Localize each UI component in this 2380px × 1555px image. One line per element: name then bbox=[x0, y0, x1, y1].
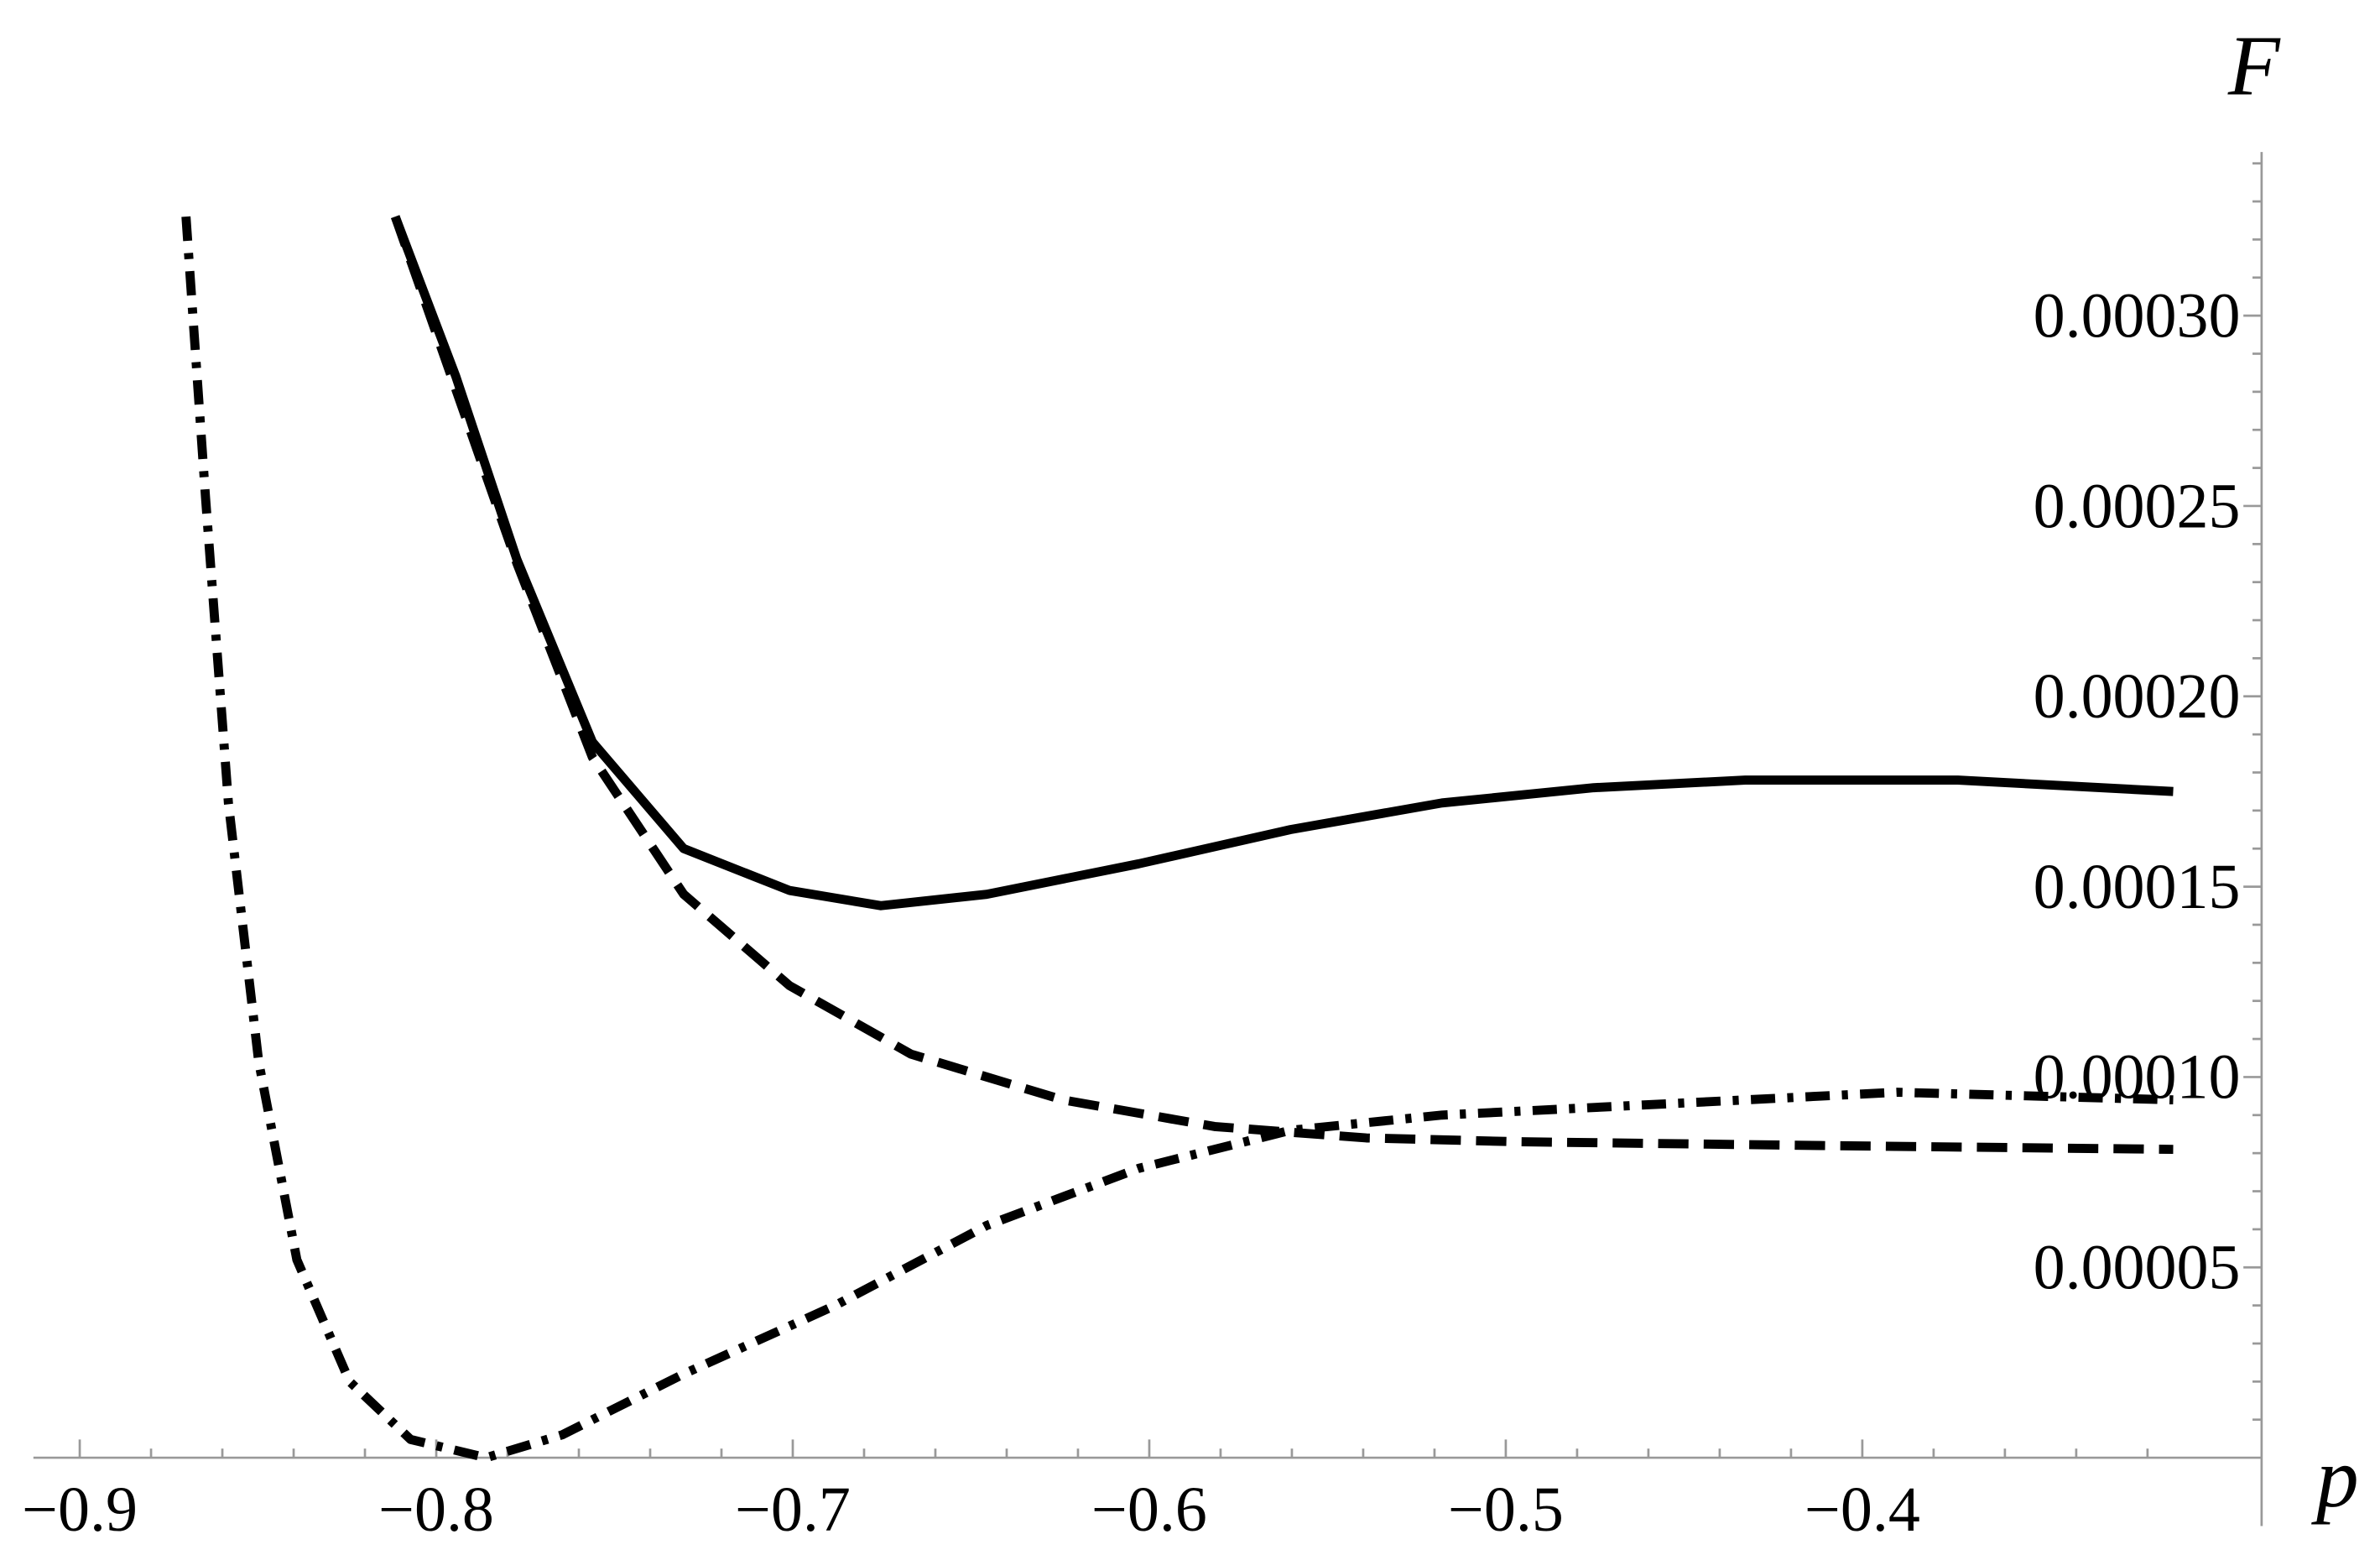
y-tick-label: 0.00015 bbox=[2034, 852, 2241, 922]
line-dashdot bbox=[181, 216, 2174, 1463]
y-tick-label: 0.00025 bbox=[2034, 471, 2241, 541]
y-tick-label: 0.00005 bbox=[2034, 1233, 2241, 1303]
x-tick-label: −0.4 bbox=[1805, 1474, 1920, 1545]
line-dashed bbox=[391, 215, 2174, 1155]
y-tick-label: 0.00020 bbox=[2034, 661, 2241, 732]
x-tick-label: −0.7 bbox=[735, 1474, 851, 1545]
x-tick-label: −0.5 bbox=[1448, 1474, 1564, 1545]
x-tick-label: −0.9 bbox=[22, 1474, 138, 1545]
y-tick-label: 0.00030 bbox=[2034, 280, 2241, 351]
line-solid bbox=[391, 215, 2174, 911]
y-axis-label: F bbox=[2227, 18, 2281, 112]
x-axis-label: p bbox=[2311, 1431, 2359, 1525]
x-tick-label: −0.6 bbox=[1091, 1474, 1207, 1545]
x-tick-label: −0.8 bbox=[378, 1474, 494, 1545]
